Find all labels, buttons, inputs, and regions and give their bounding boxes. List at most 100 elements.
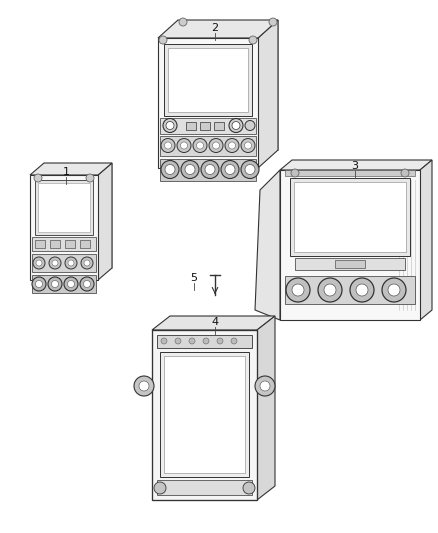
Circle shape <box>36 260 42 266</box>
Circle shape <box>52 280 59 287</box>
Polygon shape <box>35 180 93 235</box>
Polygon shape <box>65 240 75 248</box>
Circle shape <box>163 118 177 133</box>
Circle shape <box>32 277 46 291</box>
Circle shape <box>221 160 239 179</box>
Text: 1: 1 <box>63 167 70 177</box>
Circle shape <box>154 482 166 494</box>
Circle shape <box>68 260 74 266</box>
Polygon shape <box>295 258 405 270</box>
Circle shape <box>34 174 42 182</box>
Circle shape <box>179 18 187 26</box>
Text: 4: 4 <box>212 317 219 327</box>
Polygon shape <box>257 316 275 500</box>
Circle shape <box>201 160 219 179</box>
Circle shape <box>165 165 175 174</box>
Polygon shape <box>280 160 432 170</box>
Polygon shape <box>30 163 112 175</box>
Polygon shape <box>98 163 112 280</box>
Polygon shape <box>44 163 112 268</box>
Circle shape <box>229 118 243 133</box>
Circle shape <box>318 278 342 302</box>
Polygon shape <box>255 170 280 320</box>
Circle shape <box>255 376 275 396</box>
Circle shape <box>52 260 58 266</box>
Circle shape <box>205 165 215 174</box>
Circle shape <box>245 165 255 174</box>
Polygon shape <box>280 170 420 320</box>
Circle shape <box>165 142 172 149</box>
Circle shape <box>161 338 167 344</box>
Circle shape <box>244 142 251 149</box>
Circle shape <box>292 284 304 296</box>
Circle shape <box>269 18 277 26</box>
Text: 2: 2 <box>212 23 219 33</box>
Polygon shape <box>420 160 432 320</box>
Circle shape <box>232 122 240 130</box>
Circle shape <box>84 280 91 287</box>
Polygon shape <box>178 20 278 150</box>
Text: 5: 5 <box>191 273 198 283</box>
Circle shape <box>260 381 270 391</box>
Polygon shape <box>158 20 278 38</box>
Circle shape <box>185 165 195 174</box>
Polygon shape <box>285 276 415 304</box>
Polygon shape <box>32 237 96 251</box>
Polygon shape <box>168 48 248 111</box>
Circle shape <box>161 139 175 152</box>
Circle shape <box>189 338 195 344</box>
Circle shape <box>161 160 179 179</box>
Circle shape <box>203 338 209 344</box>
Circle shape <box>65 257 77 269</box>
Polygon shape <box>258 20 278 168</box>
Circle shape <box>84 260 90 266</box>
Polygon shape <box>50 240 60 248</box>
Polygon shape <box>164 356 245 473</box>
Polygon shape <box>290 178 410 256</box>
Circle shape <box>212 142 219 149</box>
Circle shape <box>134 376 154 396</box>
Circle shape <box>80 277 94 291</box>
Circle shape <box>245 120 255 131</box>
Polygon shape <box>285 170 415 176</box>
Polygon shape <box>200 122 210 130</box>
Circle shape <box>286 278 310 302</box>
Circle shape <box>350 278 374 302</box>
Circle shape <box>64 277 78 291</box>
Circle shape <box>209 139 223 152</box>
Polygon shape <box>164 44 252 116</box>
Polygon shape <box>160 352 249 477</box>
Circle shape <box>324 284 336 296</box>
Circle shape <box>217 338 223 344</box>
Circle shape <box>181 160 199 179</box>
Circle shape <box>241 139 255 152</box>
Polygon shape <box>35 240 45 248</box>
Polygon shape <box>152 316 275 330</box>
Circle shape <box>249 36 257 44</box>
Circle shape <box>291 169 299 177</box>
Polygon shape <box>38 183 90 232</box>
Polygon shape <box>160 158 256 181</box>
Polygon shape <box>186 122 196 130</box>
Polygon shape <box>157 335 252 348</box>
Polygon shape <box>152 330 257 500</box>
Circle shape <box>180 142 187 149</box>
Polygon shape <box>30 175 98 280</box>
Polygon shape <box>160 117 256 133</box>
Circle shape <box>388 284 400 296</box>
Circle shape <box>356 284 368 296</box>
Circle shape <box>197 142 204 149</box>
Circle shape <box>33 257 45 269</box>
Circle shape <box>166 122 174 130</box>
Circle shape <box>175 338 181 344</box>
Circle shape <box>139 381 149 391</box>
Circle shape <box>229 142 236 149</box>
Circle shape <box>225 165 235 174</box>
Polygon shape <box>214 122 224 130</box>
Text: 3: 3 <box>352 161 358 171</box>
Circle shape <box>35 280 42 287</box>
Circle shape <box>193 139 207 152</box>
Circle shape <box>86 174 94 182</box>
Circle shape <box>241 160 259 179</box>
Circle shape <box>243 482 255 494</box>
